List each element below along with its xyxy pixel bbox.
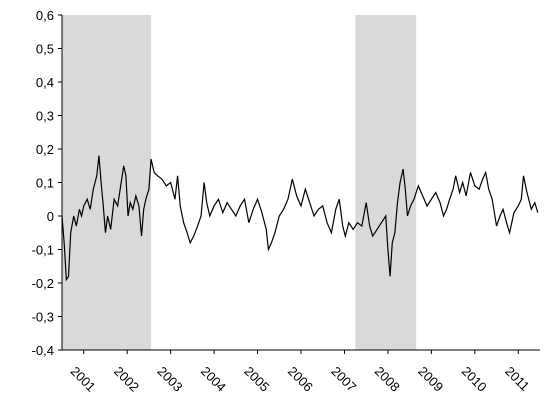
x-tick-label: 2010 — [459, 364, 490, 395]
x-tick-label: 2011 — [502, 364, 532, 394]
x-tick-label: 2006 — [285, 364, 316, 395]
x-tick-label: 2004 — [198, 364, 229, 395]
y-tick-label: 0,1 — [36, 176, 54, 191]
x-tick-label: 2007 — [328, 364, 359, 395]
y-tick-label: 0,5 — [36, 42, 54, 57]
x-tick-label: 2005 — [241, 364, 272, 395]
data-line — [61, 155, 539, 282]
x-tick-label: 2008 — [372, 364, 403, 395]
x-tick-label: 2003 — [155, 364, 186, 395]
x-tick-label: 2009 — [415, 364, 446, 395]
y-tick-label: 0,6 — [36, 8, 54, 23]
y-tick-label: 0 — [47, 209, 54, 224]
y-tick-label: 0,2 — [36, 142, 54, 157]
x-tick-label: 2002 — [111, 364, 142, 395]
x-tick-label: 2001 — [68, 364, 99, 395]
y-tick-label: -0,3 — [32, 310, 54, 325]
y-tick-label: -0,2 — [32, 276, 54, 291]
y-tick-label: -0,1 — [32, 243, 54, 258]
y-tick-label: 0,3 — [36, 109, 54, 124]
shaded-region — [62, 15, 152, 350]
y-tick-label: 0,4 — [36, 75, 54, 90]
shaded-region — [355, 15, 417, 350]
y-tick-label: -0,4 — [32, 343, 54, 358]
